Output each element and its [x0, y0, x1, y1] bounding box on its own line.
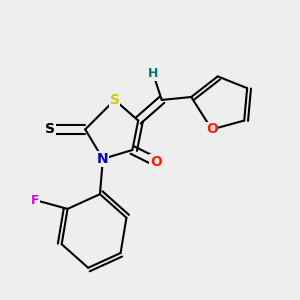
Text: H: H — [148, 67, 158, 80]
Text: O: O — [150, 155, 162, 169]
Text: S: S — [110, 93, 120, 107]
Text: O: O — [206, 122, 218, 136]
Text: N: N — [97, 152, 109, 166]
Text: F: F — [31, 194, 39, 207]
Text: S: S — [45, 122, 55, 136]
